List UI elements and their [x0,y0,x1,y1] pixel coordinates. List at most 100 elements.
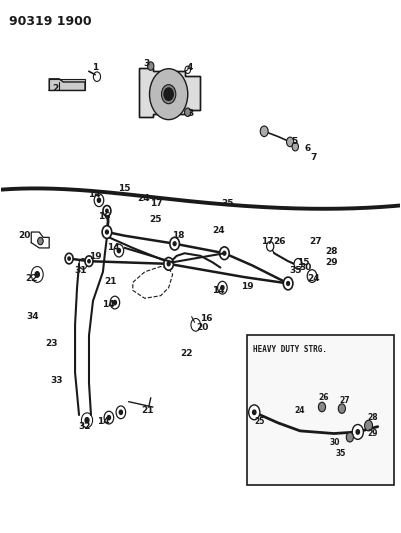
FancyBboxPatch shape [49,79,85,91]
Circle shape [167,262,170,266]
Text: 30: 30 [300,263,312,272]
Bar [247,335,394,485]
Text: 16: 16 [200,314,213,323]
Text: 5: 5 [291,138,297,147]
Circle shape [365,420,373,431]
Circle shape [260,126,268,136]
Text: 20: 20 [18,231,30,240]
Circle shape [105,230,108,234]
Circle shape [220,247,229,260]
Text: 14: 14 [212,286,225,295]
Text: 15: 15 [297,258,310,266]
Text: 7: 7 [311,154,317,163]
Circle shape [184,108,191,116]
Text: 25: 25 [150,215,162,224]
Circle shape [104,411,114,424]
Text: 28: 28 [325,247,337,256]
Text: 16: 16 [98,212,110,221]
Text: 90319 1900: 90319 1900 [9,14,92,28]
Circle shape [150,69,188,119]
Circle shape [356,430,359,434]
Circle shape [292,142,298,151]
Circle shape [223,252,226,255]
Text: 22: 22 [180,350,193,359]
Circle shape [65,253,73,264]
Text: 24: 24 [308,273,320,282]
Circle shape [170,237,179,250]
Text: 23: 23 [45,339,57,348]
Circle shape [119,410,122,415]
Text: 35: 35 [336,449,346,458]
Text: 24: 24 [212,226,225,235]
Circle shape [162,85,176,104]
Circle shape [287,137,294,147]
Circle shape [318,402,326,412]
Text: 34: 34 [26,312,39,321]
Text: 21: 21 [105,277,117,286]
Text: 14: 14 [88,190,101,199]
Text: 14: 14 [102,300,114,309]
Circle shape [253,410,256,415]
Circle shape [85,418,89,423]
Circle shape [307,270,317,282]
Circle shape [164,257,173,270]
Circle shape [267,241,274,251]
Text: 19: 19 [241,282,254,291]
Text: 35: 35 [289,266,302,275]
Text: 30: 30 [330,438,340,447]
Text: 26: 26 [318,393,328,402]
Circle shape [103,206,111,216]
Circle shape [346,432,353,442]
Circle shape [110,296,119,309]
Circle shape [338,404,345,414]
Text: 15: 15 [118,183,130,192]
Text: 29: 29 [325,258,337,266]
Text: 3: 3 [144,60,150,68]
Text: 35: 35 [221,199,234,208]
Text: 3: 3 [187,109,194,118]
Circle shape [284,277,293,290]
Circle shape [221,286,224,290]
Text: 24: 24 [138,194,150,203]
Circle shape [106,209,108,213]
Text: 29: 29 [367,429,378,438]
Text: 14: 14 [107,244,119,253]
Text: 4: 4 [186,63,192,72]
Circle shape [218,281,227,294]
Circle shape [294,259,302,269]
Text: 26: 26 [273,237,286,246]
Text: 19: 19 [89,253,101,262]
Text: 17: 17 [261,237,274,246]
Circle shape [352,424,363,439]
Circle shape [148,62,154,70]
Circle shape [113,301,116,305]
Text: 2: 2 [52,84,58,93]
Text: 6: 6 [304,144,310,154]
Circle shape [85,256,93,266]
Text: 32: 32 [78,422,91,431]
Text: HEAVY DUTY STRG.: HEAVY DUTY STRG. [253,345,328,354]
Circle shape [35,272,39,277]
Circle shape [68,257,70,260]
Text: 31: 31 [74,266,87,275]
Circle shape [107,416,111,419]
Text: 14: 14 [97,417,109,426]
Circle shape [287,281,290,285]
Text: 27: 27 [309,237,322,246]
Circle shape [94,194,104,207]
Text: 21: 21 [142,406,154,415]
Text: 17: 17 [150,199,162,208]
Circle shape [102,225,112,238]
Circle shape [173,242,176,246]
Text: 22: 22 [25,273,38,282]
Text: 33: 33 [50,376,63,385]
Circle shape [164,88,173,101]
Text: 25: 25 [254,417,265,426]
Text: 24: 24 [294,406,304,415]
Circle shape [249,405,260,419]
Circle shape [117,248,120,253]
Text: 1: 1 [92,63,98,72]
Polygon shape [139,68,200,117]
Text: 18: 18 [172,231,185,240]
Circle shape [88,260,90,263]
